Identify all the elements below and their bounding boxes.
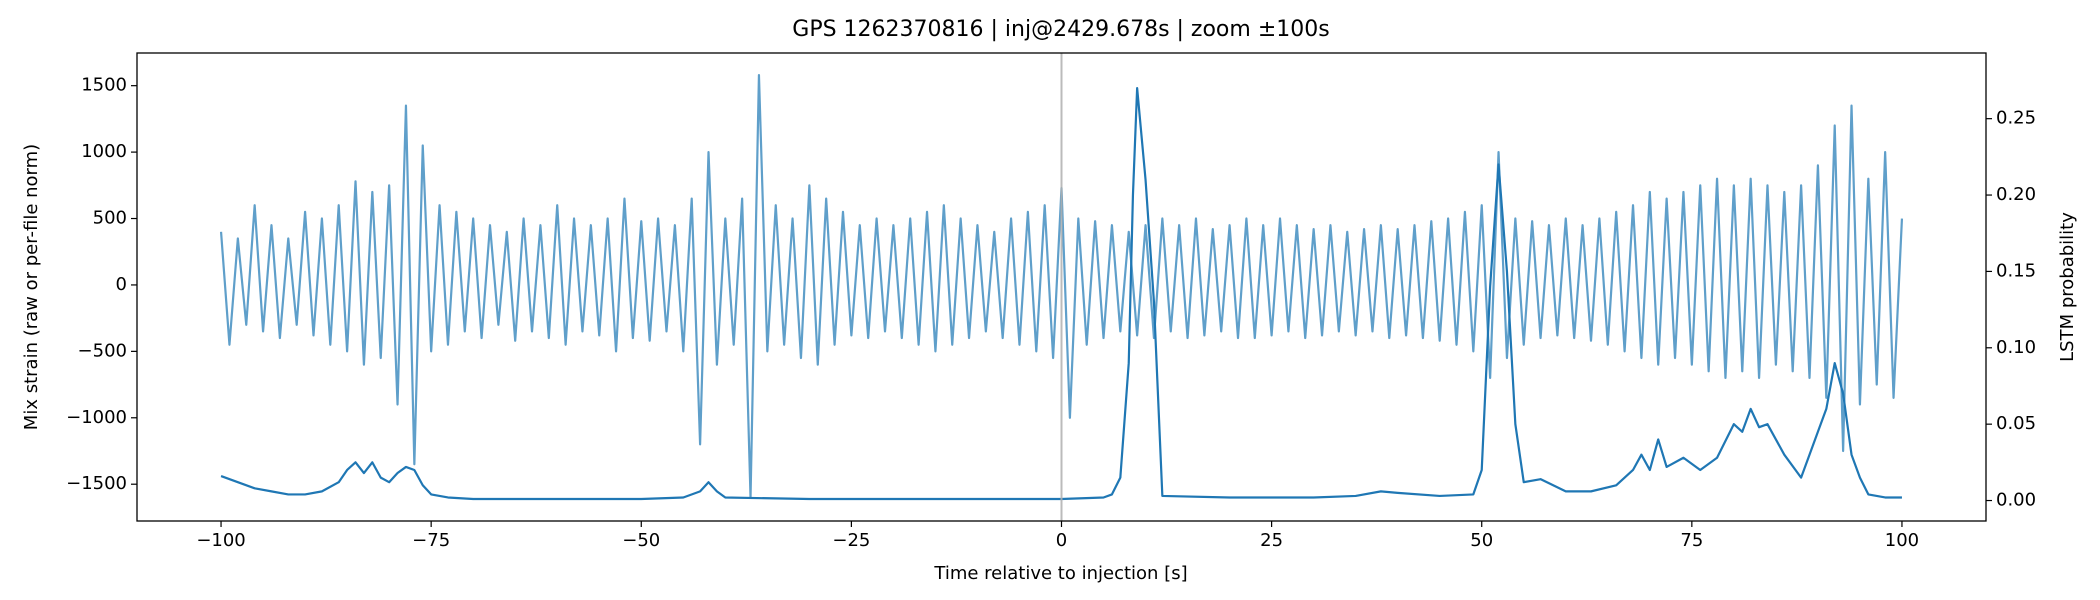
- x-tick-label: 75: [1680, 530, 1703, 551]
- y2-tick-label: 0.05: [1996, 413, 2036, 434]
- y-tick-label: −500: [78, 340, 127, 361]
- y2-tick-label: 0.20: [1996, 184, 2036, 205]
- x-tick-label: −75: [412, 530, 450, 551]
- x-tick-label: −50: [622, 530, 660, 551]
- x-tick-label: 25: [1260, 530, 1283, 551]
- x-tick-label: 100: [1885, 530, 1919, 551]
- y-tick-label: 500: [93, 208, 127, 229]
- y2-tick-label: 0.00: [1996, 490, 2036, 511]
- x-tick-label: −25: [832, 530, 870, 551]
- x-tick-label: 50: [1470, 530, 1493, 551]
- y-tick-label: 0: [116, 274, 127, 295]
- y2-tick-label: 0.25: [1996, 108, 2036, 129]
- y2-tick-label: 0.10: [1996, 337, 2036, 358]
- x-axis-label: Time relative to injection [s]: [933, 563, 1187, 584]
- y2-axis-label: LSTM probability: [2057, 212, 2078, 362]
- y-tick-label: 1500: [81, 75, 127, 96]
- line-series: [220, 87, 1902, 501]
- y-tick-label: −1500: [66, 473, 127, 494]
- y-tick-label: −1000: [66, 407, 127, 428]
- x-tick-label: 0: [1056, 530, 1067, 551]
- y-axis-label: Mix strain (raw or per-file norm): [21, 144, 42, 430]
- y2-tick-label: 0.15: [1996, 260, 2036, 281]
- chart-title: GPS 1262370816 | inj@2429.678s | zoom ±1…: [792, 17, 1329, 42]
- plot-frame: [136, 52, 1987, 522]
- x-tick-label: −100: [196, 530, 245, 551]
- y-tick-label: 1000: [81, 141, 127, 162]
